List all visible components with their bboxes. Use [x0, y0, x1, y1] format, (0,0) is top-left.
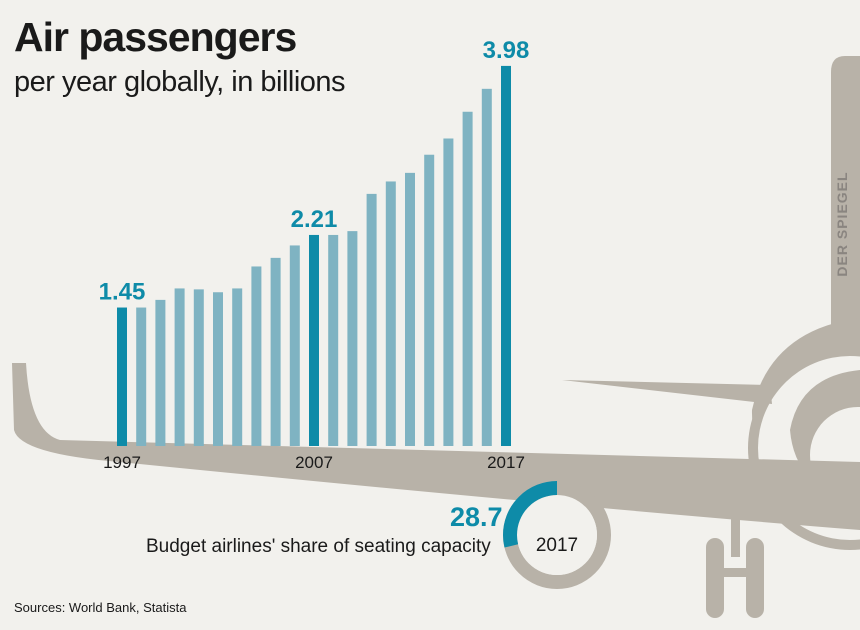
bar-2001	[193, 289, 204, 446]
x-tick-2017: 2017	[487, 453, 525, 472]
bar-2014	[443, 138, 454, 447]
bar-2003	[232, 288, 243, 446]
plane-gear-strut	[731, 495, 740, 557]
bar-2000	[174, 288, 185, 446]
donut-center	[517, 495, 597, 575]
plane-tail-fin	[831, 56, 860, 372]
bar-1998	[136, 307, 147, 446]
airplane-illustration	[12, 56, 860, 618]
bar-2017	[501, 65, 511, 446]
bar-2004	[251, 266, 262, 446]
bar-2009	[347, 231, 358, 446]
plane-gear-wheel-right	[746, 538, 764, 618]
donut-slice-budget	[503, 481, 611, 589]
plane-stabilizer	[562, 380, 772, 404]
bar-2010	[366, 193, 377, 446]
bar-2013	[424, 154, 435, 446]
donut-chart	[503, 481, 611, 589]
chart-subtitle: per year globally, in billions	[14, 66, 346, 98]
bar-1997	[117, 307, 127, 446]
plane-gear-axle	[720, 568, 750, 577]
data-label-2007: 2.21	[291, 206, 338, 233]
bar-2012	[405, 172, 415, 446]
plane-gear-wheel-left	[706, 538, 724, 618]
bar-series	[117, 65, 511, 447]
donut-value-label: 28.7	[450, 502, 503, 532]
x-tick-labels: 1997 2007 2017	[103, 453, 525, 472]
bar-2008	[328, 234, 339, 446]
brand-logo: DER SPIEGEL	[834, 171, 850, 277]
chart-title: Air passengers	[14, 14, 297, 60]
data-label-2017: 3.98	[483, 37, 530, 64]
bar-2007	[309, 234, 319, 446]
source-note: Sources: World Bank, Statista	[14, 600, 187, 615]
plane-wing	[12, 363, 860, 530]
x-tick-2007: 2007	[295, 453, 333, 472]
bar-2015	[462, 111, 473, 446]
bar-2002	[213, 292, 223, 446]
bar-data-labels: 1.45 2.21 3.98	[99, 37, 530, 306]
bar-1999	[155, 299, 166, 446]
data-label-1997: 1.45	[99, 279, 146, 306]
donut-caption: Budget airlines' share of seating capaci…	[146, 536, 491, 557]
bar-2011	[385, 181, 396, 446]
x-tick-1997: 1997	[103, 453, 141, 472]
bar-2005	[270, 257, 281, 446]
bar-2006	[289, 245, 300, 446]
bar-2016	[481, 88, 492, 446]
